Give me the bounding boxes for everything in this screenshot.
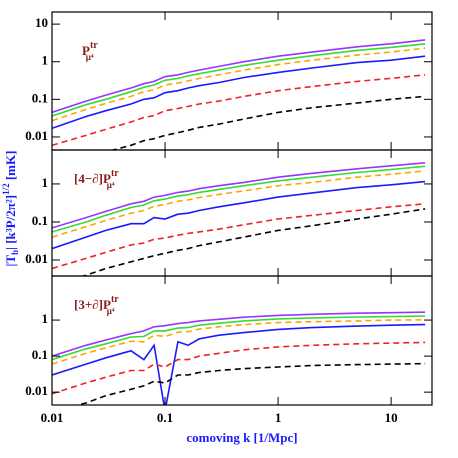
label-sup: tr bbox=[111, 168, 119, 179]
y-label-part: | [k³P/2π²] bbox=[3, 195, 18, 250]
label-base: P bbox=[82, 43, 90, 58]
y-tick-label: 0.01 bbox=[25, 383, 48, 398]
x-tick-label: 10 bbox=[385, 410, 398, 425]
panel-label: Ptr μ⁴ bbox=[82, 40, 98, 62]
label-base: P bbox=[103, 297, 111, 312]
series-line bbox=[52, 311, 426, 357]
panel-frame bbox=[51, 275, 433, 406]
y-tick-label: 0.01 bbox=[25, 251, 48, 266]
series-line bbox=[74, 362, 426, 405]
series-line bbox=[52, 341, 426, 395]
y-tick-label: 1 bbox=[42, 175, 49, 190]
series-line bbox=[52, 162, 426, 229]
y-tick-label: 1 bbox=[42, 53, 49, 68]
label-prefix: [3+∂] bbox=[74, 297, 103, 312]
label-sup: tr bbox=[111, 294, 119, 305]
x-tick-label: 1 bbox=[275, 410, 282, 425]
y-tick-label: 10 bbox=[35, 15, 48, 30]
plot-lines bbox=[52, 311, 426, 405]
series-line bbox=[52, 47, 426, 122]
y-label-part: [mK] bbox=[3, 151, 18, 184]
plot-lines bbox=[52, 162, 426, 276]
series-line bbox=[109, 95, 426, 150]
label-sub: μ⁴ bbox=[107, 306, 115, 316]
panel-frame bbox=[51, 11, 433, 151]
y-label-sup: 1/2 bbox=[1, 183, 11, 195]
y-tick-label: 1 bbox=[42, 311, 49, 326]
series-line bbox=[52, 323, 426, 405]
series-line bbox=[52, 203, 426, 270]
series-line bbox=[52, 165, 426, 233]
x-tick-label: 0.1 bbox=[157, 410, 173, 425]
y-label-sub: b bbox=[10, 250, 20, 255]
label-sub: μ⁴ bbox=[107, 180, 115, 190]
panel-label: [4−∂]Ptr μ⁴ bbox=[74, 168, 119, 190]
series-line bbox=[52, 43, 426, 117]
y-tick-label: 0.01 bbox=[25, 128, 48, 143]
y-tick-label: 0.1 bbox=[32, 213, 48, 228]
label-sup: tr bbox=[90, 40, 98, 51]
y-axis-label: |Tb| [k³P/2π²]1/2 [mK] bbox=[1, 151, 20, 267]
label-prefix: [4−∂] bbox=[74, 171, 103, 186]
label-base: P bbox=[103, 171, 111, 186]
series-line bbox=[52, 74, 426, 147]
plot-lines bbox=[52, 39, 426, 150]
series-line bbox=[52, 55, 426, 130]
series-line bbox=[52, 180, 426, 250]
series-line bbox=[52, 170, 426, 238]
x-tick-label: 0.01 bbox=[41, 410, 64, 425]
y-label-part: |T bbox=[3, 255, 18, 267]
series-line bbox=[52, 319, 426, 365]
series-line bbox=[52, 39, 426, 114]
panel-label: [3+∂]Ptr μ⁴ bbox=[74, 294, 119, 316]
y-tick-label: 0.1 bbox=[32, 347, 48, 362]
panel-frame bbox=[51, 149, 433, 277]
y-tick-label: 0.1 bbox=[32, 90, 48, 105]
x-axis-label: comoving k [1/Mpc] bbox=[186, 430, 297, 445]
series-line bbox=[81, 208, 426, 276]
label-sub: μ⁴ bbox=[86, 52, 94, 62]
series-line bbox=[52, 315, 426, 361]
